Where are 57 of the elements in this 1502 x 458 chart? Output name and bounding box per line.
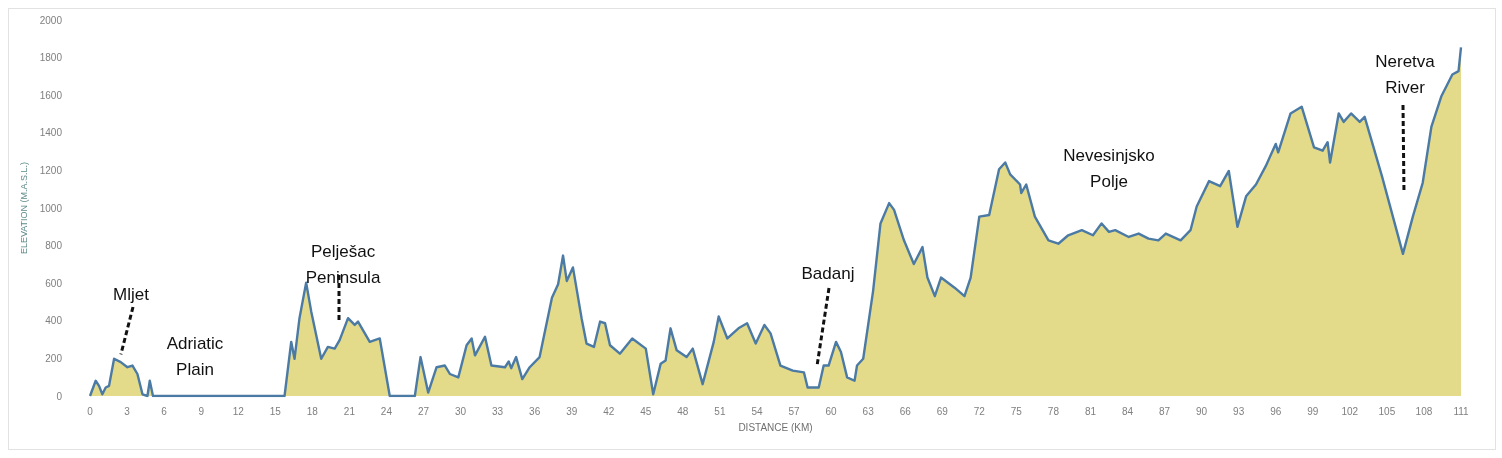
y-tick-label: 1600 <box>39 89 63 101</box>
x-tick-label: 72 <box>973 405 986 417</box>
x-tick-label: 111 <box>1453 405 1470 417</box>
x-tick-label: 51 <box>714 405 726 417</box>
y-axis-title: ELEVATION (M.A.S.L.) <box>18 161 29 255</box>
annotation: Badanj <box>801 263 855 283</box>
x-tick-label: 18 <box>306 405 319 417</box>
x-tick-label: 78 <box>1047 405 1060 417</box>
x-tick-label: 27 <box>417 405 430 417</box>
y-tick-label: 0 <box>56 390 63 402</box>
x-tick-label: 57 <box>788 405 801 417</box>
y-tick-label: 1000 <box>39 202 63 214</box>
y-tick-label: 200 <box>45 352 63 364</box>
x-tick-label: 24 <box>380 405 393 417</box>
x-tick-label: 54 <box>751 405 763 417</box>
annotation: Pelješac Peninsula <box>305 241 381 287</box>
x-tick-label: 39 <box>566 405 578 417</box>
x-tick-label: 87 <box>1159 405 1171 417</box>
x-tick-label: 21 <box>343 405 356 417</box>
x-tick-label: 75 <box>1010 405 1023 417</box>
x-tick-label: 69 <box>936 405 949 417</box>
x-tick-label: 3 <box>124 405 131 417</box>
x-tick-label: 93 <box>1233 405 1245 417</box>
x-tick-label: 33 <box>492 405 504 417</box>
x-tick-label: 12 <box>232 405 245 417</box>
x-tick-label: 63 <box>862 405 875 417</box>
x-tick-label: 6 <box>161 405 168 417</box>
x-tick-label: 105 <box>1378 405 1396 417</box>
y-tick-label: 600 <box>45 277 63 289</box>
x-tick-label: 30 <box>454 405 467 417</box>
annotation: Neretva River <box>1375 51 1436 97</box>
x-tick-label: 36 <box>529 405 541 417</box>
x-tick-label: 99 <box>1307 405 1319 417</box>
x-tick-label: 66 <box>899 405 912 417</box>
x-tick-label: 0 <box>87 405 94 417</box>
annotation: Mljet <box>113 284 150 304</box>
x-tick-label: 15 <box>269 405 282 417</box>
y-tick-label: 1200 <box>39 164 63 176</box>
x-tick-label: 9 <box>198 405 205 417</box>
y-tick-label: 800 <box>45 240 63 252</box>
y-tick-label: 1400 <box>39 127 63 139</box>
x-tick-label: 84 <box>1121 405 1134 417</box>
x-axis-title: DISTANCE (KM) <box>738 421 813 433</box>
x-tick-label: 102 <box>1341 405 1359 417</box>
annotation: Adriatic Plain <box>166 333 224 379</box>
y-tick-label: 1800 <box>39 52 63 64</box>
annotation: Nevesinjsko Polje <box>1063 145 1155 191</box>
x-tick-label: 90 <box>1196 405 1208 417</box>
x-tick-label: 45 <box>640 405 652 417</box>
x-tick-label: 81 <box>1084 405 1097 417</box>
x-tick-label: 108 <box>1415 405 1433 417</box>
y-tick-label: 400 <box>45 315 63 327</box>
y-tick-label: 2000 <box>39 14 63 26</box>
x-tick-label: 96 <box>1270 405 1282 417</box>
x-tick-label: 60 <box>825 405 838 417</box>
x-tick-label: 48 <box>677 405 689 417</box>
x-tick-label: 42 <box>603 405 615 417</box>
